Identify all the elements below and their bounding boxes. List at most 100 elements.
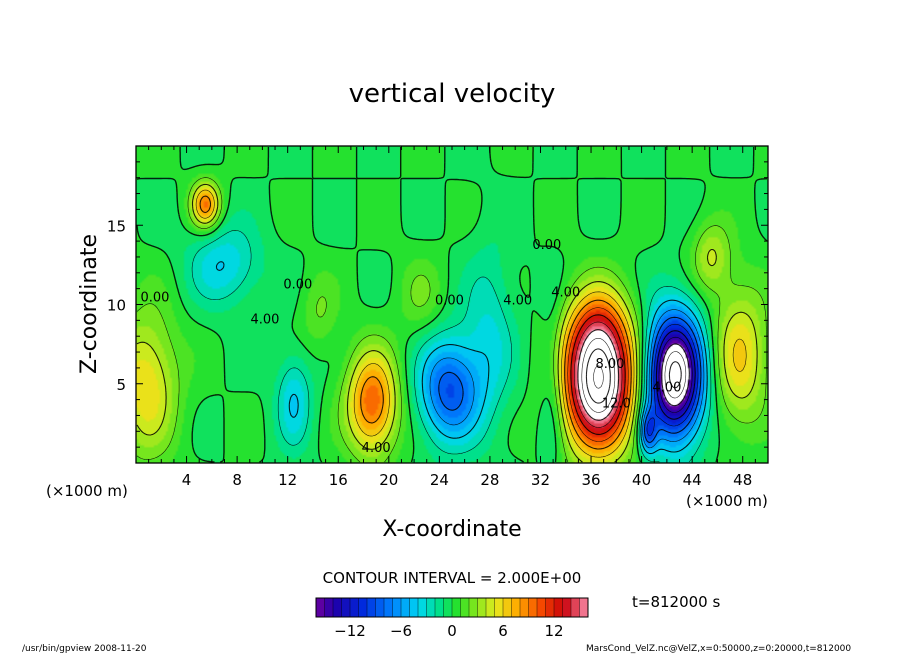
colorbar-segment <box>417 597 428 618</box>
colorbar-segment <box>451 597 462 618</box>
colorbar-segment <box>562 597 572 618</box>
colorbar-segment <box>358 597 368 618</box>
x-tick-label: 20 <box>379 471 398 489</box>
colorbar-segment <box>324 597 334 618</box>
footer-left: /usr/bin/gpview 2008-11-20 <box>22 644 147 654</box>
colorbar-segment <box>536 597 547 618</box>
colorbar-segment <box>400 597 411 618</box>
contour-label: 4.00 <box>551 286 580 301</box>
contour-level--8 <box>438 316 702 444</box>
colorbar-tick-label: −6 <box>390 622 412 640</box>
colorbar-segment <box>332 597 343 618</box>
x-tick-label: 16 <box>329 471 348 489</box>
colorbar-segment <box>375 597 385 618</box>
y-axis-ticks: 5 10 15 <box>107 161 768 448</box>
contour-label: 4.00 <box>250 313 279 328</box>
colorbar-segment <box>553 597 564 618</box>
colorbar-segment <box>349 597 360 618</box>
contour-level--4 <box>215 261 708 455</box>
colorbar-segment <box>315 597 326 618</box>
contour-label: 4.00 <box>362 441 391 456</box>
colorbar-segment <box>519 597 530 618</box>
x-tick-label: 8 <box>232 471 242 489</box>
colorbar-frame <box>315 597 589 618</box>
contour-level--16 <box>661 343 690 407</box>
contour-level-8 <box>199 195 632 450</box>
x-tick-label: 12 <box>278 471 297 489</box>
colorbar-segment <box>434 597 445 618</box>
contour-labels: 0.00 4.00 0.00 0.00 4.00 0.00 4.00 8.00 12.0 4.00… <box>140 238 681 456</box>
contour-label: 4.00 <box>652 381 681 396</box>
contour-level-16 <box>577 329 620 421</box>
colorbar-segment <box>366 597 377 618</box>
colorbar-segment <box>477 597 487 618</box>
colorbar-segment <box>545 597 555 618</box>
colorbar-segment <box>511 597 521 618</box>
footer-right: MarsCond_VelZ.nc@VelZ,x=0:50000,z=0:2000… <box>586 644 851 654</box>
contour-level-2 <box>136 177 767 463</box>
contour-label: 0.00 <box>435 294 464 309</box>
x-tick-label: 40 <box>632 471 651 489</box>
contour-level--2 <box>191 230 712 463</box>
x-tick-label: 48 <box>733 471 752 489</box>
contour-label: 4.00 <box>503 294 532 309</box>
x-unit-left: (×1000 m) <box>46 482 128 500</box>
colorbar-tick-label: 6 <box>498 622 508 640</box>
y-tick-label: 10 <box>107 297 126 315</box>
colorbar-tick-label: 12 <box>544 622 563 640</box>
contour-level--18 <box>664 351 687 399</box>
contour-level--10 <box>646 323 699 436</box>
colorbar-segment <box>426 597 436 618</box>
contour-label: 0.00 <box>140 290 169 305</box>
colorbar-segment <box>485 597 496 618</box>
colorbar-segment <box>341 597 351 618</box>
chart-title: vertical velocity <box>349 79 556 109</box>
contour-level-12 <box>570 314 626 435</box>
colorbar-segment <box>570 597 581 618</box>
contour-lines <box>136 146 768 463</box>
colorbar-segment <box>409 597 419 618</box>
y-tick-label: 5 <box>116 376 126 394</box>
contour-level-6 <box>195 189 747 458</box>
contour-label: 0.00 <box>283 278 312 293</box>
colorbar-segment <box>468 597 479 618</box>
colorbar-segment <box>502 597 513 618</box>
y-tick-label: 15 <box>107 217 126 235</box>
x-tick-label: 28 <box>480 471 499 489</box>
contour-level--12 <box>655 330 696 420</box>
colorbar-ticks: −12 −6 0 6 12 <box>334 622 563 640</box>
x-axis-label: X-coordinate <box>382 517 521 542</box>
x-tick-label: 44 <box>683 471 702 489</box>
time-label: t=812000 s <box>632 593 720 611</box>
contour-label: 0.00 <box>532 238 561 253</box>
contour-interval-label: CONTOUR INTERVAL = 2.000E+00 <box>323 569 582 587</box>
colorbar-segment <box>494 597 504 618</box>
colorbar-tick-label: −12 <box>334 622 366 640</box>
colorbar-segment <box>528 597 538 618</box>
x-tick-label: 32 <box>531 471 550 489</box>
x-tick-label: 24 <box>430 471 449 489</box>
x-unit-right: (×1000 m) <box>686 492 768 510</box>
colorbar <box>315 597 589 618</box>
contour-level-18 <box>581 338 616 413</box>
y-axis-label: Z-coordinate <box>77 234 102 374</box>
contour-label: 8.00 <box>596 357 625 372</box>
contour-label: 12.0 <box>602 397 631 412</box>
colorbar-segment <box>383 597 394 618</box>
colorbar-segment <box>392 597 402 618</box>
colorbar-segment <box>579 597 589 618</box>
contour-level-4 <box>136 183 758 463</box>
contour-level-14 <box>574 321 623 428</box>
colorbar-segment <box>443 597 453 618</box>
colorbar-segment <box>460 597 470 618</box>
contour-level-22 <box>593 365 604 389</box>
contour-level-0 <box>136 146 768 463</box>
contour-level--6 <box>429 309 705 449</box>
contour-level-20 <box>585 348 611 404</box>
plot-area: 0.00 4.00 0.00 0.00 4.00 0.00 4.00 8.00 12.0 4.00… <box>135 145 769 464</box>
x-tick-label: 4 <box>182 471 192 489</box>
colorbar-tick-label: 0 <box>447 622 457 640</box>
contour-level--14 <box>658 336 693 413</box>
x-tick-label: 36 <box>581 471 600 489</box>
